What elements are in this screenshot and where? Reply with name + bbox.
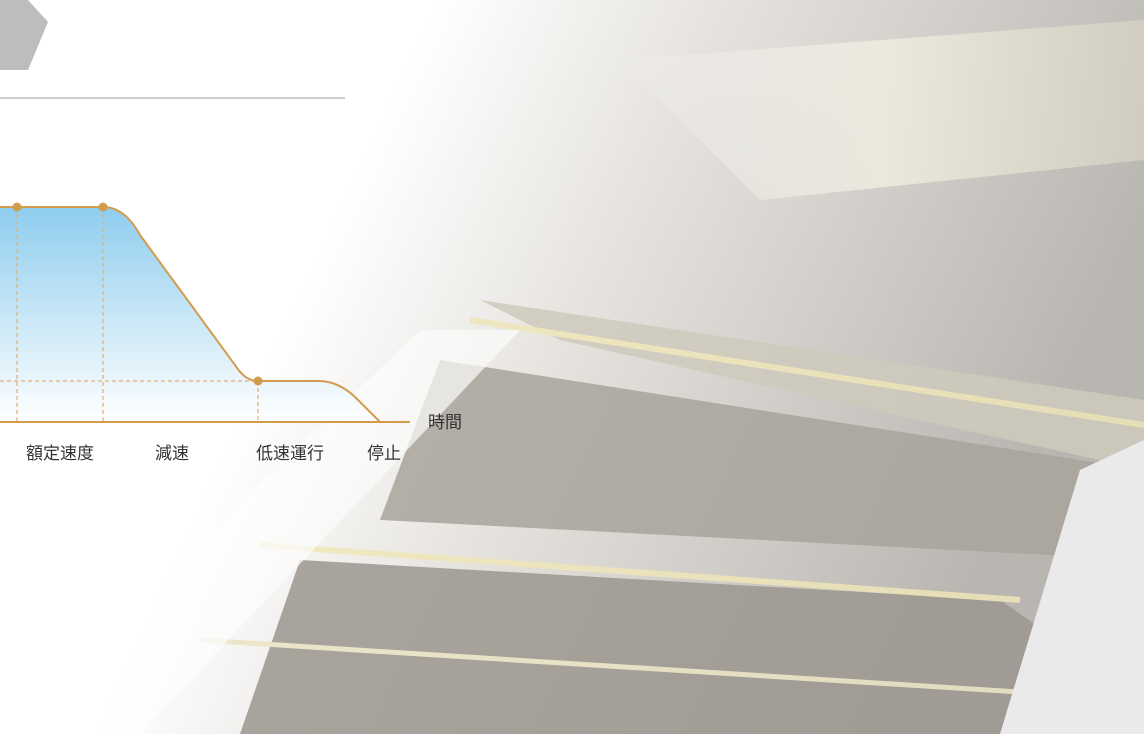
- escalator-photo: [0, 20, 1144, 734]
- phase-label: 減速: [155, 444, 189, 464]
- point: [12, 202, 22, 212]
- phase-label: 額定速度: [26, 444, 94, 464]
- axis-label: 時間: [428, 413, 462, 433]
- speed-curve: [0, 206, 381, 423]
- speed-diagram: 時間 額定速度 減速 低速運行 停止: [0, 202, 462, 464]
- phase-label: 停止: [367, 444, 401, 464]
- header-arrow: [0, 0, 48, 70]
- point: [98, 202, 108, 212]
- speed-area: [0, 207, 380, 422]
- phase-label: 低速運行: [256, 444, 324, 464]
- guide-lines: [0, 207, 259, 422]
- point: [253, 376, 263, 386]
